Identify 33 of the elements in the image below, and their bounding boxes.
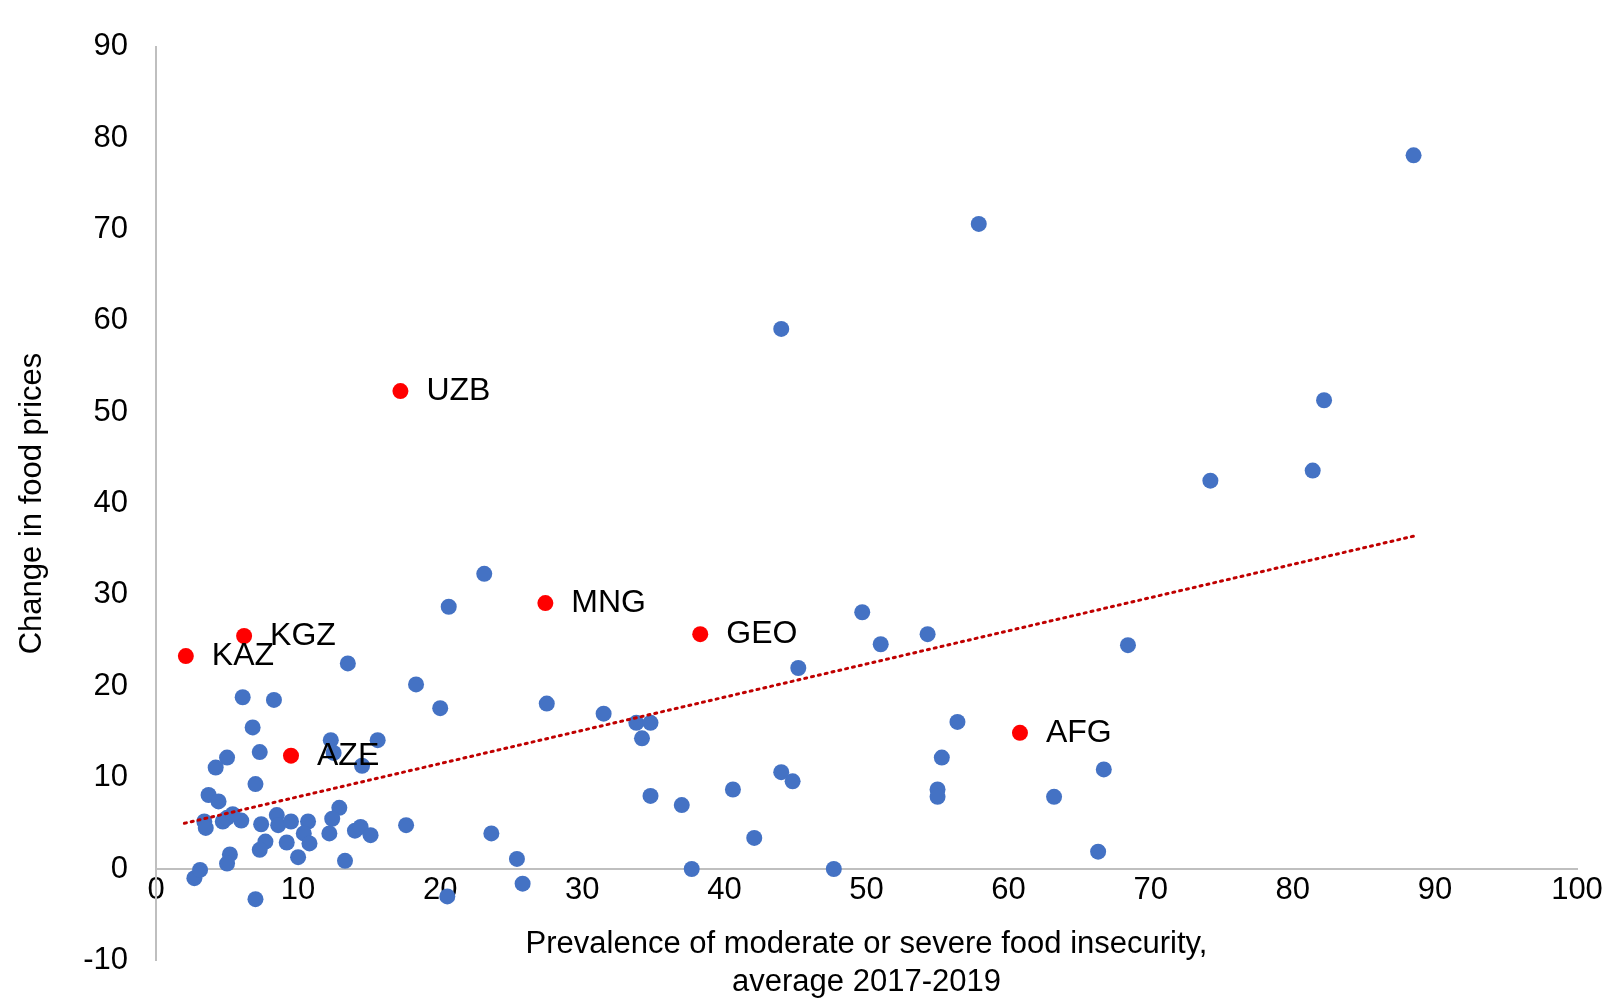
annotation: UZB	[426, 370, 491, 407]
point	[537, 595, 554, 612]
annotation: MNG	[571, 582, 647, 619]
x-tick-label: 50	[849, 871, 884, 907]
x-tick-label: 60	[991, 871, 1026, 907]
y-tick-label: 60	[93, 301, 128, 337]
y-tick-label: 50	[93, 392, 128, 428]
point	[692, 626, 709, 643]
x-axis-title: Prevalence of moderate or severe food insecurity, average 2017-2019	[525, 925, 1208, 998]
x-tick-label: 40	[707, 871, 742, 907]
y-tick-label: 10	[93, 758, 128, 794]
x-tick-label: 80	[1275, 871, 1311, 907]
y-tick-label: 90	[93, 27, 128, 63]
y-tick-label: 20	[93, 666, 128, 702]
x-tick-label: 10	[280, 871, 316, 907]
point	[1011, 724, 1028, 741]
x-tick-label: 70	[1133, 871, 1168, 907]
y-tick-label: 40	[93, 484, 128, 520]
y-tick-label: 30	[93, 575, 128, 611]
y-tick-label: 0	[110, 849, 128, 885]
point	[283, 747, 299, 764]
x-tick-label: 90	[1417, 871, 1453, 907]
y-tick-label: -10	[83, 940, 128, 976]
point	[392, 383, 409, 400]
annotation: GEO	[726, 614, 798, 650]
point	[177, 648, 194, 665]
point	[236, 628, 253, 644]
y-axis-title: Change in food prices	[13, 352, 49, 655]
annotation: AFG	[1045, 712, 1112, 749]
y-tick-label: 70	[93, 209, 128, 245]
x-tick-label: 100	[1551, 871, 1603, 907]
y-tick-label: 80	[93, 118, 128, 154]
x-tick-label: 30	[565, 871, 600, 907]
